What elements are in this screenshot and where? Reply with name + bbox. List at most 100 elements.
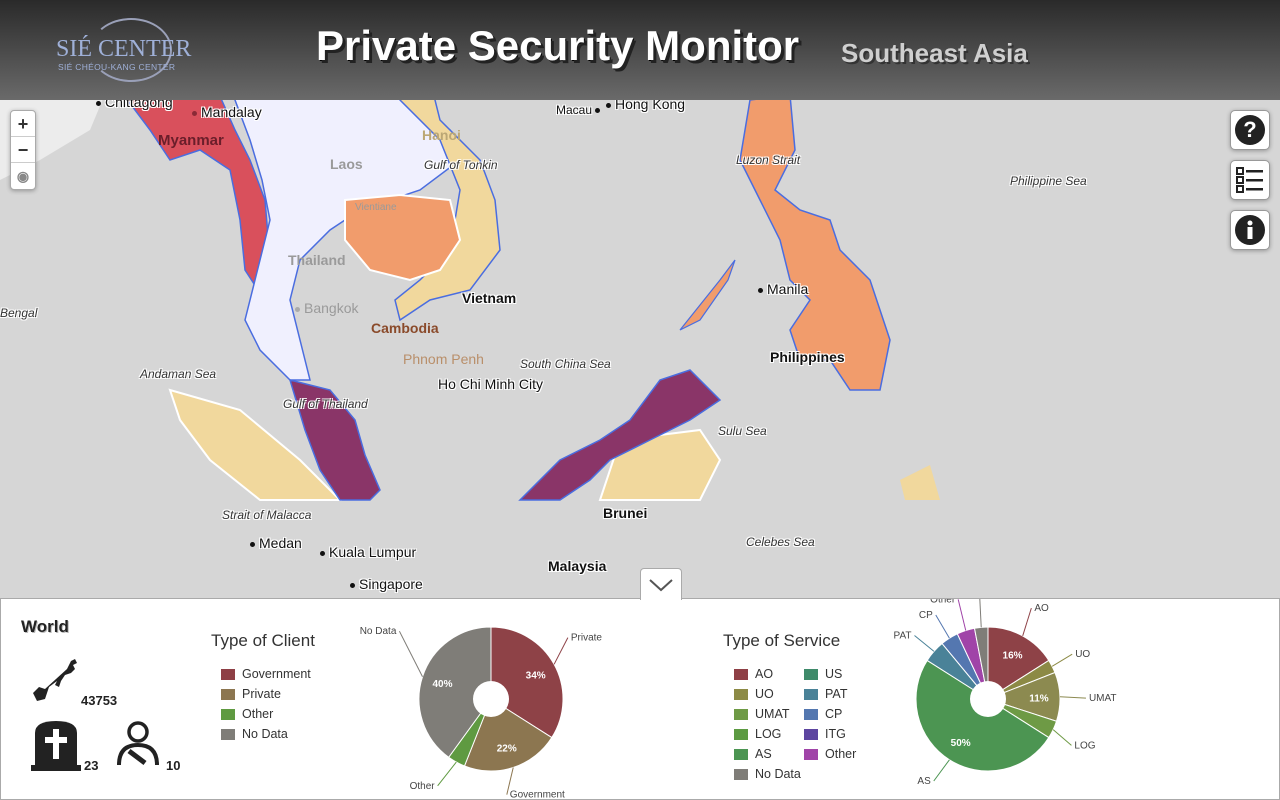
country-cambodia [344, 193, 462, 282]
zoom-out-button[interactable]: − [11, 137, 35, 163]
pie-category-label: Government [510, 790, 565, 799]
pie-category-label: PAT [894, 630, 912, 641]
label-thailand: Thailand [288, 252, 346, 268]
label-philippine-sea: Philippine Sea [1010, 174, 1087, 188]
country-thailand-laos [234, 100, 461, 381]
service-legend-item[interactable]: LOG [734, 727, 781, 741]
pie-leader-line [506, 767, 514, 795]
land-sumatra [168, 388, 343, 501]
legend-label: Other [242, 707, 274, 721]
weapons-count: 43753 [81, 693, 118, 708]
pie-center-hole [970, 681, 1006, 717]
legend-swatch [804, 728, 818, 740]
help-button[interactable]: ? [1230, 110, 1270, 150]
service-legend-item[interactable]: ITG [804, 727, 846, 741]
label-vientiane: Vientiane [355, 202, 397, 213]
land-palawan [679, 259, 736, 331]
pie-category-label: LOG [1074, 740, 1095, 751]
legend-swatch [734, 728, 748, 740]
pie-percent-label: 50% [951, 738, 971, 749]
page-subtitle: Southeast Asia [841, 38, 1028, 68]
legend-label: UO [755, 687, 774, 701]
logo-main: SIÉ CENTER [56, 36, 192, 62]
legend-swatch [734, 668, 748, 680]
pie-leader-line [1022, 607, 1032, 637]
deaths-count: 23 [84, 758, 99, 773]
service-legend-item[interactable]: No Data [734, 767, 801, 781]
pie-leader-line [935, 614, 950, 639]
map-canvas[interactable]: Chittagong Mandalay Myanmar Macau Hong K… [0, 100, 1280, 600]
client-legend-item[interactable]: Government [221, 667, 311, 681]
zoom-in-button[interactable]: + [11, 111, 35, 137]
pie-percent-label: 22% [497, 744, 517, 755]
pie-leader-line [933, 759, 950, 782]
sie-center-logo[interactable]: SIÉ CENTER SIÉ CHÉOU-KANG CENTER [52, 18, 191, 82]
country-philippines [739, 100, 891, 391]
collapse-panel-button[interactable] [640, 568, 682, 600]
legend-label: CP [825, 707, 843, 721]
legend-swatch [734, 748, 748, 760]
pie-center-hole [473, 681, 509, 717]
legend-swatch [221, 728, 235, 740]
legend-label: PAT [825, 687, 848, 701]
legend-list-button[interactable] [1230, 160, 1270, 200]
legend-label: Other [825, 747, 857, 761]
label-chittagong: Chittagong [96, 100, 173, 110]
pie-category-label: UO [1075, 649, 1090, 660]
service-legend-item[interactable]: UMAT [734, 707, 790, 721]
service-legend-item[interactable]: CP [804, 707, 842, 721]
pie-percent-label: 34% [526, 670, 546, 681]
legend-swatch [221, 668, 235, 680]
pie-slice[interactable] [463, 698, 553, 772]
pie-percent-label: 11% [1029, 693, 1049, 704]
legend-swatch [804, 748, 818, 760]
country-vietnam [394, 100, 501, 322]
service-legend-item[interactable]: US [804, 667, 842, 681]
service-legend-item[interactable]: Other [804, 747, 856, 761]
pie-percent-label: 16% [1003, 650, 1023, 661]
legend-label: LOG [755, 727, 782, 741]
info-button[interactable] [1230, 210, 1270, 250]
label-phnom-penh: Phnom Penh [403, 351, 484, 367]
legend-swatch [734, 768, 748, 780]
label-celebes-sea: Celebes Sea [746, 535, 815, 549]
pie-category-label: Private [571, 633, 603, 644]
pie-leader-line [1051, 653, 1073, 667]
legend-label: AO [755, 667, 774, 681]
label-bengal: Bengal [0, 306, 38, 320]
label-bangkok: Bangkok [295, 300, 358, 316]
client-legend-item[interactable]: Private [221, 687, 281, 701]
label-sulu-sea: Sulu Sea [718, 424, 767, 438]
label-luzon-strait: Luzon Strait [736, 153, 801, 167]
pie-category-label: Other [410, 781, 436, 792]
client-chart-title: Type of Client [211, 631, 315, 650]
legend-swatch [221, 708, 235, 720]
service-legend-item[interactable]: UO [734, 687, 774, 701]
header: SIÉ CENTER SIÉ CHÉOU-KANG CENTER Private… [0, 0, 1280, 100]
service-legend-item[interactable]: AO [734, 667, 773, 681]
legend-swatch [221, 688, 235, 700]
label-mandalay: Mandalay [192, 104, 262, 120]
label-vietnam: Vietnam [462, 290, 517, 306]
label-macau: Macau [556, 103, 604, 117]
client-legend-item[interactable]: Other [221, 707, 273, 721]
info-icon [1235, 215, 1265, 245]
globe-icon[interactable]: ◉ [16, 168, 30, 184]
land-sulawesi [900, 465, 940, 500]
label-south-china-sea: South China Sea [520, 357, 611, 371]
legend-label: No Data [755, 767, 801, 781]
logo-sub: SIÉ CHÉOU-KANG CENTER [58, 62, 176, 72]
pie-leader-line [553, 637, 569, 665]
client-pie-chart[interactable]: 34% Private 22% Government Other 40% No Data [341, 599, 641, 799]
list-icon [1236, 167, 1263, 193]
legend-swatch [734, 708, 748, 720]
pie-slice[interactable] [987, 626, 1050, 700]
service-legend-item[interactable]: AS [734, 747, 772, 761]
client-legend-item[interactable]: No Data [221, 727, 288, 741]
legend-swatch [734, 688, 748, 700]
injured-person-icon [117, 721, 159, 766]
chevron-down-icon [649, 578, 673, 591]
service-legend-item[interactable]: PAT [804, 687, 847, 701]
service-chart-title: Type of Service [723, 631, 841, 650]
